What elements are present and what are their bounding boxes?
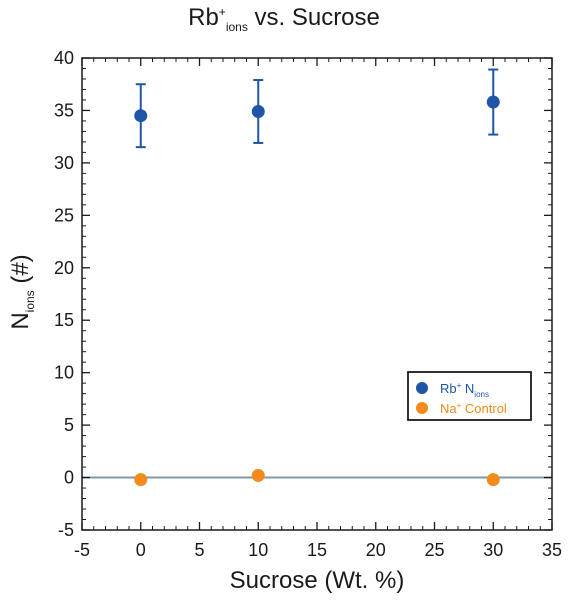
title-main: Rb <box>188 4 219 31</box>
y-tick-label-1: 0 <box>64 468 74 488</box>
legend-label-part: Control <box>461 401 507 416</box>
legend-label-part: + <box>457 381 462 390</box>
title-sub: ions <box>225 19 248 34</box>
y-tick-label-3: 10 <box>54 363 74 383</box>
x-tick-label-1: 0 <box>136 540 146 560</box>
legend-label-0: Rb+ Nions <box>440 381 489 399</box>
y-tick-label-6: 25 <box>54 205 74 225</box>
data-point-1-0 <box>134 473 148 487</box>
title-sup: + <box>218 5 226 19</box>
x-tick-label-2: 5 <box>194 540 204 560</box>
legend-box <box>407 371 532 421</box>
x-tick-label-7: 30 <box>483 540 503 560</box>
y-tick-label-7: 30 <box>54 153 74 173</box>
legend-marker-1 <box>416 402 428 414</box>
legend-marker-0 <box>416 382 428 394</box>
legend-label-part: + <box>457 401 462 410</box>
y-tick-label-5: 20 <box>54 258 74 278</box>
legend-label-part: N <box>461 381 474 396</box>
x-tick-label-8: 35 <box>542 540 562 560</box>
data-point-1-1 <box>251 468 265 482</box>
data-point-0-0 <box>134 109 148 123</box>
legend-label-part: ions <box>474 390 489 399</box>
y-tick-label-0: -5 <box>58 520 74 540</box>
chart-title: Rb+ions vs. Sucrose <box>0 4 568 34</box>
x-tick-label-3: 10 <box>248 540 268 560</box>
x-tick-label-6: 25 <box>424 540 444 560</box>
y-tick-label-9: 40 <box>54 48 74 68</box>
x-tick-label-0: -5 <box>74 540 90 560</box>
x-tick-label-4: 15 <box>307 540 327 560</box>
y-tick-label-2: 5 <box>64 415 74 435</box>
title-rest: vs. Sucrose <box>247 4 380 31</box>
data-point-0-1 <box>251 104 265 118</box>
x-axis-label: Sucrose (Wt. %) <box>229 567 405 594</box>
legend-label-1: Na+ Control <box>440 401 507 416</box>
legend-label-part: Na <box>440 401 457 416</box>
plot-frame <box>81 57 553 531</box>
y-tick-label-8: 35 <box>54 100 74 120</box>
data-point-1-2 <box>486 473 500 487</box>
y-tick-label-4: 15 <box>54 310 74 330</box>
x-tick-label-5: 20 <box>366 540 386 560</box>
legend-label-part: Rb <box>440 381 457 396</box>
data-point-0-2 <box>486 95 500 109</box>
